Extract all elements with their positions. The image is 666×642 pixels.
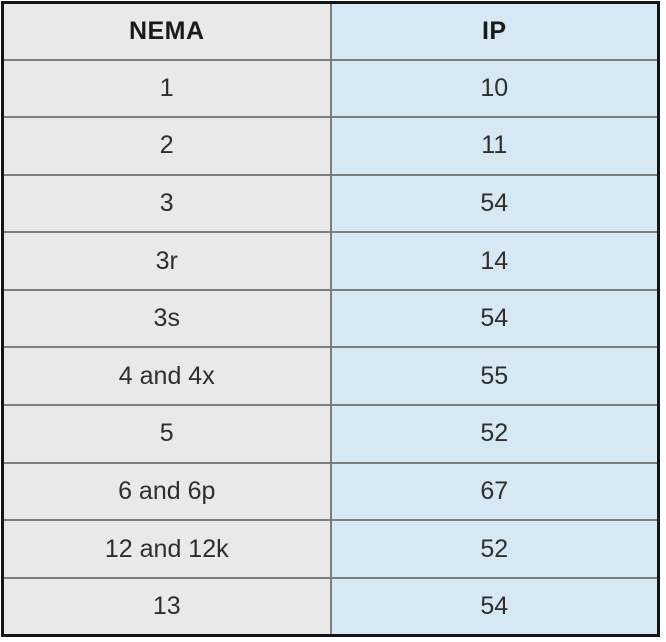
column-header-nema: NEMA [1,1,332,61]
cell-nema: 13 [1,576,332,637]
table-row: 13 54 [1,576,660,637]
cell-ip: 55 [329,346,660,407]
column-header-ip: IP [329,1,660,61]
cell-ip: 67 [329,461,660,522]
cell-ip: 52 [329,404,660,464]
cell-nema: 6 and 6p [1,461,332,522]
cell-ip: 54 [329,288,660,349]
cell-ip: 10 [329,58,660,119]
table-row: 12 and 12k 52 [1,519,660,579]
cell-ip: 52 [329,519,660,579]
cell-nema: 4 and 4x [1,346,332,407]
cell-nema: 3s [1,288,332,349]
cell-ip: 54 [329,173,660,234]
cell-ip: 11 [329,116,660,176]
header-row: NEMA IP [1,1,660,61]
cell-ip: 54 [329,576,660,637]
table-body: 1 10 2 11 3 54 3r 14 3s 54 4 and 4x 55 5… [1,58,660,637]
cell-nema: 3r [1,231,332,291]
cell-nema: 3 [1,173,332,234]
cell-nema: 2 [1,116,332,176]
table-row: 3r 14 [1,231,660,291]
table-row: 5 52 [1,404,660,464]
cell-nema: 1 [1,58,332,119]
table-row: 6 and 6p 67 [1,461,660,522]
cell-nema: 5 [1,404,332,464]
cell-nema: 12 and 12k [1,519,332,579]
table-row: 3s 54 [1,288,660,349]
table-row: 2 11 [1,116,660,176]
table-row: 4 and 4x 55 [1,346,660,407]
table-row: 3 54 [1,173,660,234]
cell-ip: 14 [329,231,660,291]
table-row: 1 10 [1,58,660,119]
